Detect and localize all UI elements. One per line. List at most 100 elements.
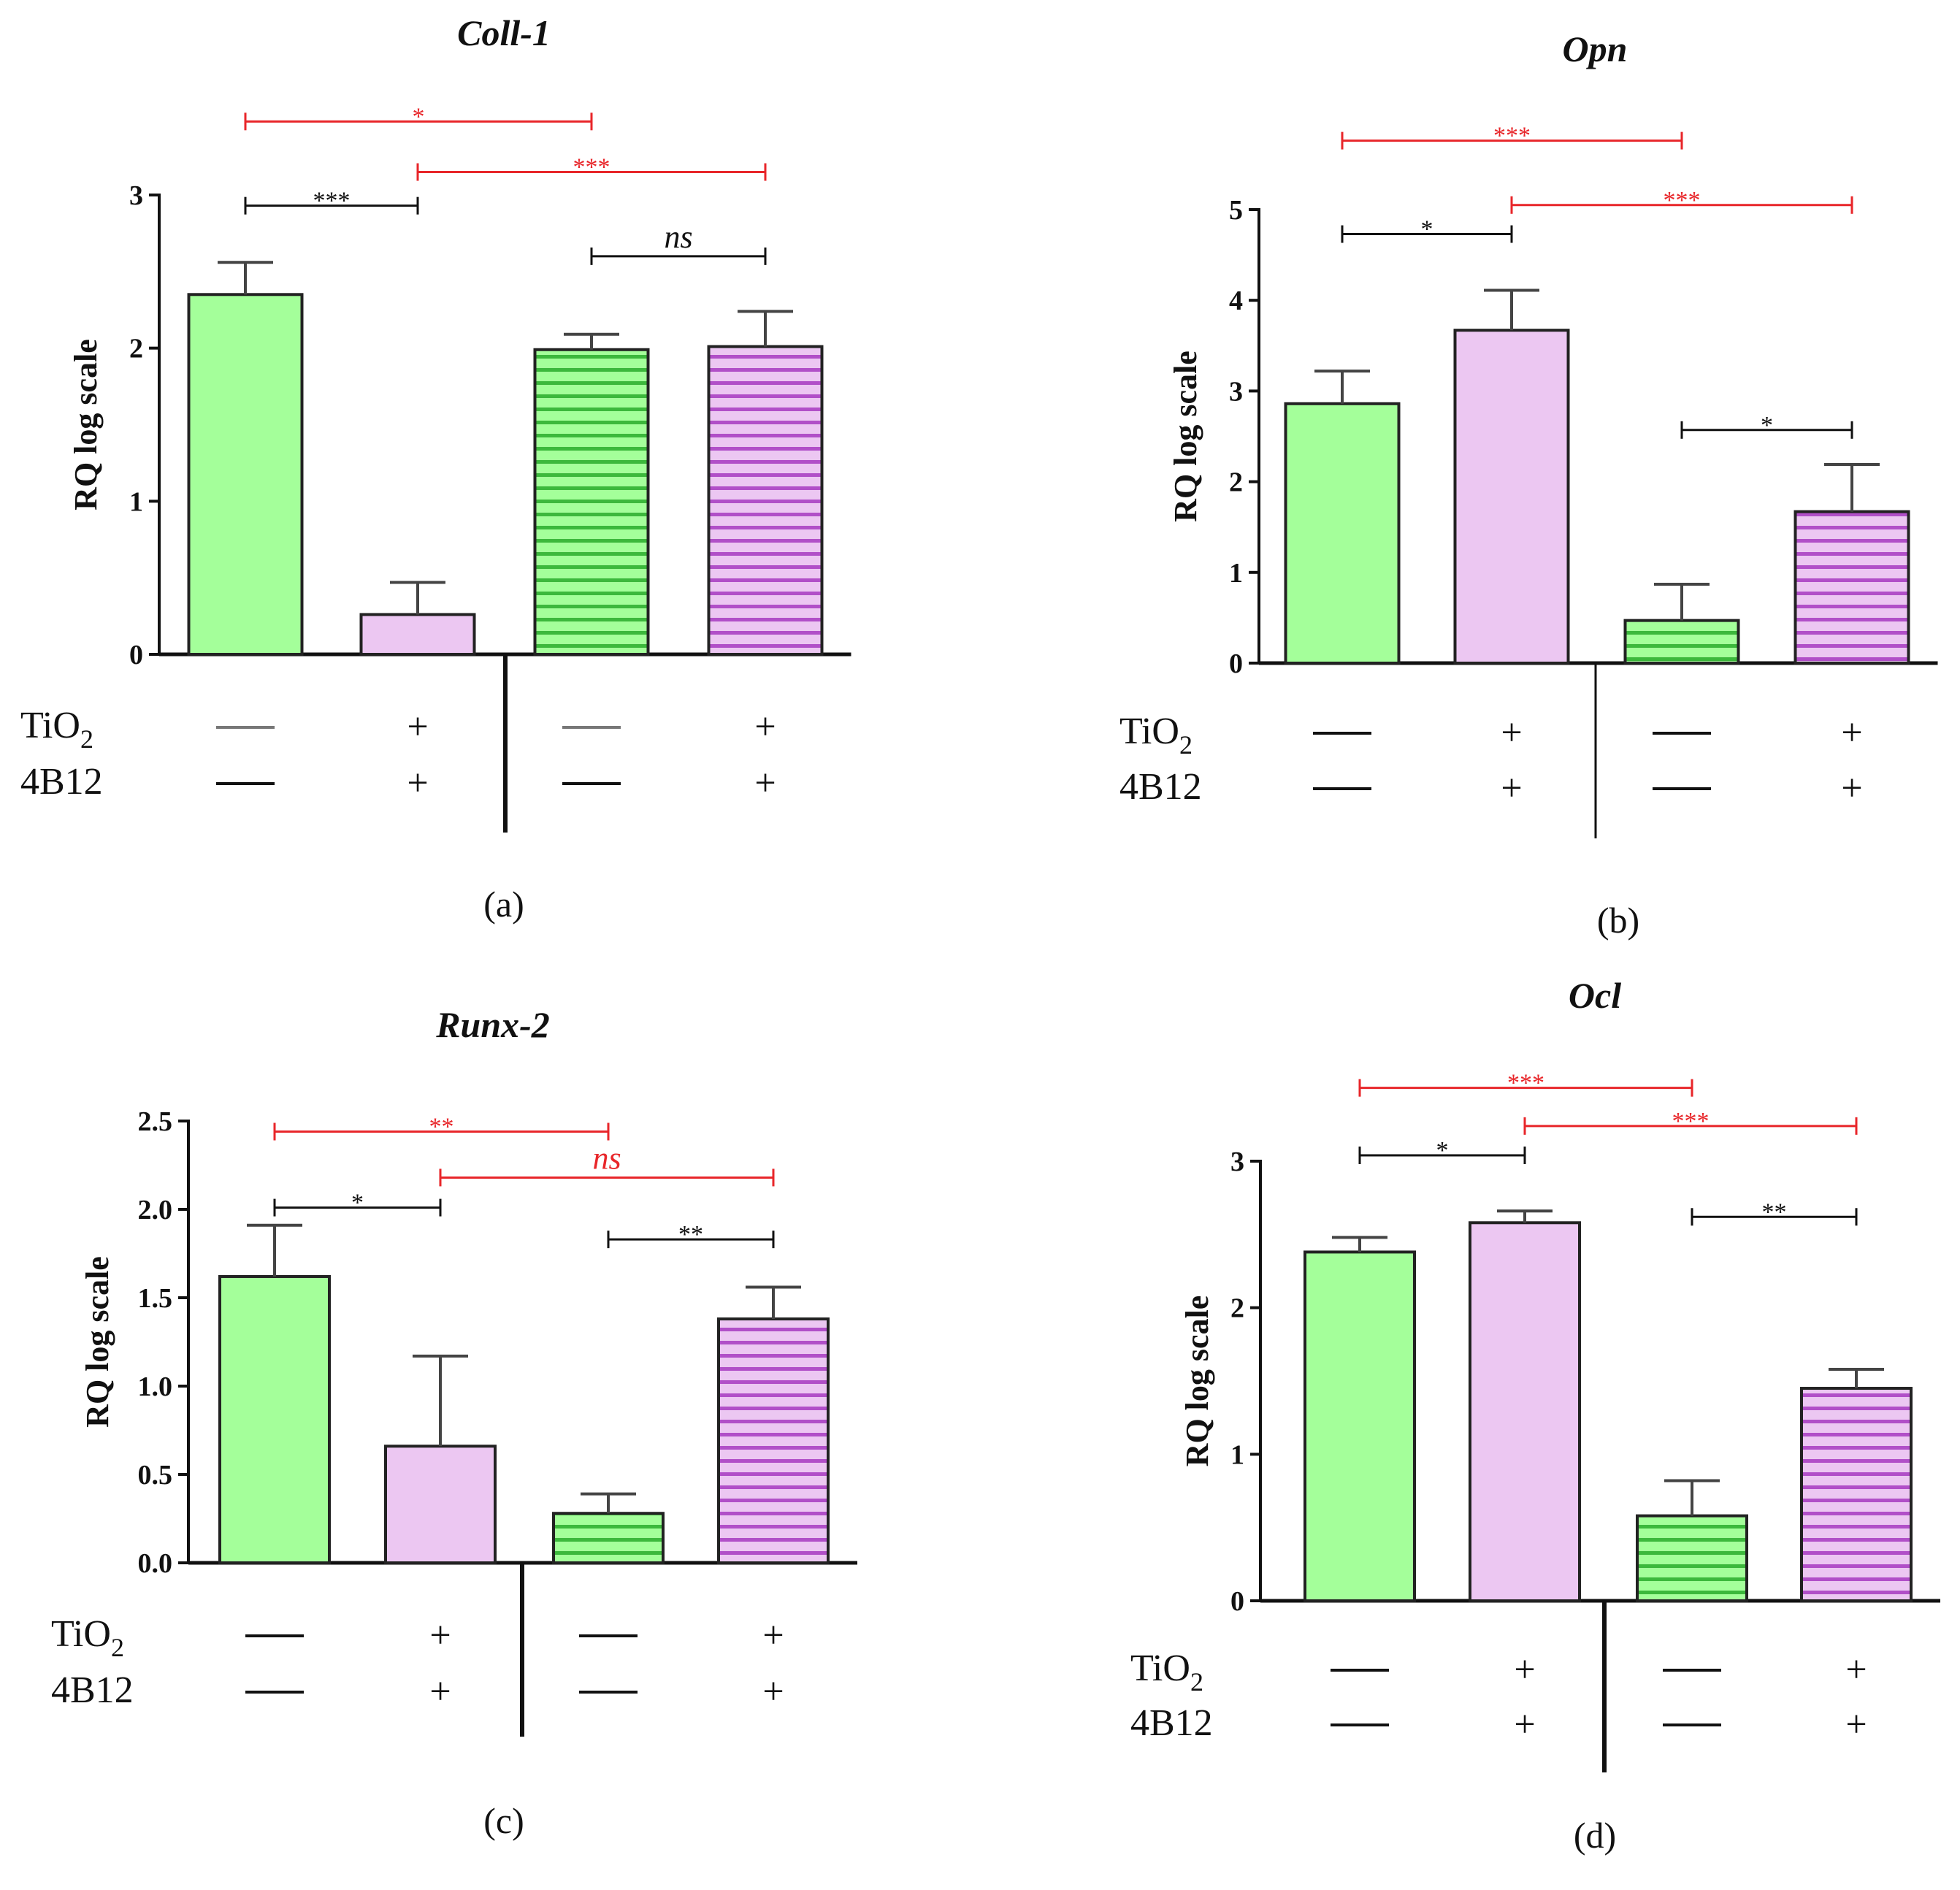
- y-tick-label: 0: [1230, 1586, 1244, 1617]
- y-tick-label: 2.0: [138, 1195, 173, 1225]
- significance-label: ***: [1507, 1070, 1544, 1097]
- bar: [1800, 1387, 1913, 1602]
- bar: [359, 613, 476, 657]
- significance-label: **: [1762, 1198, 1787, 1225]
- y-tick-label: 3: [129, 180, 143, 211]
- condition-plus: +: [407, 706, 428, 748]
- condition-plus: +: [1841, 712, 1862, 754]
- bar: [1636, 1514, 1748, 1602]
- bar: [384, 1445, 497, 1565]
- condition-plus: +: [1514, 1649, 1535, 1691]
- y-axis-label: RQ log scale: [80, 1256, 115, 1428]
- condition-plus: +: [429, 1671, 451, 1713]
- significance-label: ***: [1493, 123, 1531, 150]
- y-tick-label: 3: [1229, 376, 1243, 407]
- panel-label: (b): [1597, 900, 1639, 941]
- row-label-tio2-base: TiO: [20, 705, 80, 746]
- significance-label: ***: [573, 154, 610, 181]
- chart-title: Ocl: [1569, 975, 1621, 1016]
- row-label-tio2-base: TiO: [1130, 1648, 1190, 1689]
- bar: [218, 1274, 331, 1564]
- panel-label: (a): [483, 884, 524, 925]
- row-label-tio2-subscript: 2: [1190, 1667, 1203, 1696]
- y-tick-label: 0: [1229, 649, 1243, 679]
- row-label-tio2-base: TiO: [1119, 711, 1179, 752]
- panel-label: (c): [483, 1800, 524, 1841]
- significance-label: ***: [313, 188, 351, 215]
- row-label-tio2-subscript: 2: [80, 724, 93, 754]
- significance-label: ***: [1672, 1108, 1710, 1135]
- y-tick-label: 2: [1230, 1293, 1244, 1324]
- row-label-tio2: TiO2: [20, 705, 93, 754]
- row-label-tio2: TiO2: [1119, 711, 1193, 760]
- bar: [533, 348, 650, 656]
- row-label-tio2-base: TiO: [51, 1613, 111, 1655]
- y-tick-label: 3: [1230, 1147, 1244, 1177]
- significance-label: *: [1436, 1137, 1449, 1164]
- significance-label: *: [413, 103, 425, 130]
- significance-label: ***: [1664, 187, 1701, 214]
- y-tick-label: 2: [129, 334, 143, 364]
- condition-plus: +: [1501, 712, 1522, 754]
- row-label-tio2: TiO2: [51, 1613, 124, 1662]
- row-label-4b12: 4B12: [1130, 1702, 1213, 1744]
- bar: [1284, 402, 1401, 665]
- panel-a-coll-1: Coll-1RQ log scale0123*******nsTiO24B12—…: [20, 12, 851, 925]
- condition-plus: +: [754, 706, 776, 748]
- y-tick-label: 2: [1229, 467, 1243, 498]
- y-tick-label: 0: [129, 640, 143, 670]
- row-label-4b12: 4B12: [20, 761, 103, 803]
- bar: [1304, 1250, 1416, 1602]
- y-tick-label: 1.5: [138, 1283, 173, 1314]
- bar: [187, 293, 304, 656]
- bar: [717, 1317, 830, 1565]
- row-label-tio2: TiO2: [1130, 1648, 1203, 1696]
- condition-plus: +: [762, 1615, 784, 1656]
- bar: [1623, 619, 1740, 665]
- significance-label: *: [1761, 412, 1773, 439]
- panel-label: (d): [1574, 1815, 1616, 1856]
- bar: [1794, 510, 1910, 665]
- y-tick-label: 1: [1230, 1439, 1244, 1470]
- significance-label: **: [678, 1221, 703, 1248]
- condition-plus: +: [1845, 1704, 1867, 1745]
- row-label-4b12: 4B12: [1119, 766, 1202, 808]
- panel-c-runx-2: Runx-2 RQ log scale 0.0 0.5 1.0 1.5 2.0 2.5 ** ns…: [51, 1004, 857, 1841]
- y-tick-label: 2.5: [138, 1106, 173, 1137]
- y-axis-label: RQ log scale: [1168, 351, 1203, 522]
- y-tick-label: 4: [1229, 286, 1243, 316]
- bar: [707, 345, 824, 656]
- bar: [1469, 1221, 1581, 1602]
- row-label-4b12: 4B12: [51, 1669, 134, 1711]
- condition-plus: +: [1845, 1649, 1867, 1691]
- y-tick-label: 1: [1229, 558, 1243, 589]
- condition-plus: +: [407, 762, 428, 804]
- y-tick-label: 1: [129, 486, 143, 517]
- bar: [552, 1512, 665, 1564]
- y-axis-label: RQ log scale: [68, 339, 104, 510]
- y-tick-label: 0.5: [138, 1460, 173, 1491]
- y-tick-label: 1.0: [138, 1371, 173, 1402]
- y-tick-label: 0.0: [138, 1548, 173, 1579]
- condition-plus: +: [1514, 1704, 1535, 1745]
- significance-label: ns: [592, 1140, 621, 1176]
- significance-label: ns: [664, 219, 692, 255]
- condition-plus: +: [1841, 768, 1862, 809]
- chart-title: Opn: [1563, 28, 1628, 69]
- row-label-tio2-subscript: 2: [111, 1633, 124, 1662]
- significance-label: *: [351, 1190, 364, 1217]
- condition-plus: +: [1501, 768, 1522, 809]
- condition-plus: +: [762, 1671, 784, 1713]
- y-tick-label: 5: [1229, 195, 1243, 226]
- chart-title: Coll-1: [457, 12, 551, 53]
- row-label-tio2-subscript: 2: [1179, 730, 1193, 760]
- significance-label: **: [429, 1114, 454, 1141]
- condition-plus: +: [429, 1615, 451, 1656]
- chart-title: Runx-2: [435, 1004, 550, 1045]
- condition-plus: +: [754, 762, 776, 804]
- bar: [1453, 329, 1570, 665]
- significance-label: *: [1421, 216, 1433, 243]
